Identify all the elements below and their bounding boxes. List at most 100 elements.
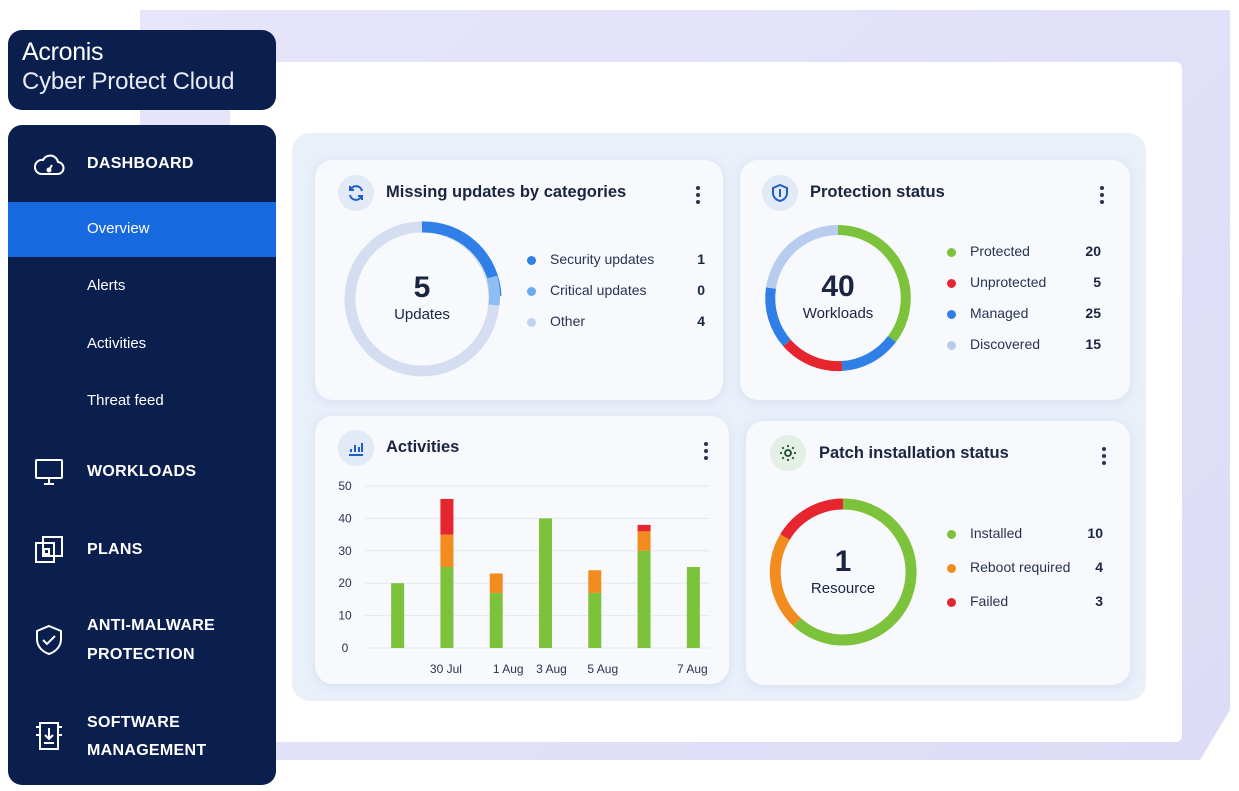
legend-label: Failed xyxy=(970,593,1009,609)
y-tick-label: 50 xyxy=(338,479,352,493)
bar-segment xyxy=(637,531,651,551)
y-tick-label: 0 xyxy=(342,641,349,655)
legend-value: 5 xyxy=(1093,274,1101,290)
missing-updates-donut xyxy=(344,221,502,377)
sidebar-sub-label: Activities xyxy=(87,335,147,352)
more-menu-icon[interactable] xyxy=(1099,445,1109,465)
legend-item: Failed 3 xyxy=(947,592,1109,612)
bar-segment xyxy=(539,518,552,648)
shield-icon xyxy=(32,623,66,657)
legend-value: 15 xyxy=(1085,336,1101,352)
sidebar-sub-label: Alerts xyxy=(87,277,126,294)
activities-bar-chart: 0 10 20 30 40 50 30 Jul 1 Aug 3 Aug 5 Aug 7 Aug xyxy=(338,479,710,676)
bar-segment xyxy=(489,573,503,593)
sidebar-label: ANTI-MALWARE xyxy=(87,617,216,634)
legend-value: 4 xyxy=(1095,559,1103,575)
legend-dot xyxy=(527,287,536,296)
legend-item: Managed 25 xyxy=(947,304,1107,324)
sidebar-item-overview[interactable]: Overview xyxy=(8,202,276,257)
patch-total: 1 xyxy=(834,545,852,578)
gear-icon xyxy=(770,435,806,471)
legend-label: Discovered xyxy=(970,336,1041,352)
legend-dot xyxy=(947,310,956,319)
legend-label: Critical updates xyxy=(550,282,647,298)
legend-value: 1 xyxy=(697,251,705,267)
monitor-icon xyxy=(32,455,66,489)
legend-dot xyxy=(947,564,956,573)
legend-item: Other 4 xyxy=(527,312,705,332)
legend-item: Security updates 1 xyxy=(527,250,705,270)
sidebar-item-software-management[interactable]: SOFTWARE MANAGEMENT xyxy=(8,709,276,769)
card-title: Patch installation status xyxy=(819,444,1009,462)
refresh-icon xyxy=(338,175,374,211)
sidebar-item-threat-feed[interactable]: Threat feed xyxy=(8,374,276,429)
legend-dot xyxy=(947,341,956,350)
sidebar-item-anti-malware[interactable]: ANTI-MALWARE PROTECTION xyxy=(8,611,276,671)
bar-segment xyxy=(391,583,405,648)
sidebar: DASHBOARD Overview Alerts Activities Thr… xyxy=(8,125,276,785)
protection-status-card: Protection status 40 Workloads Protected… xyxy=(740,160,1130,400)
missing-updates-center: 5 Updates xyxy=(362,271,482,324)
legend-value: 3 xyxy=(1095,593,1103,609)
sidebar-label: PROTECTION xyxy=(87,646,195,663)
more-menu-icon[interactable] xyxy=(693,184,703,204)
bar-segment xyxy=(637,524,651,532)
more-menu-icon[interactable] xyxy=(1097,184,1107,204)
bar-segment xyxy=(489,592,503,648)
cloud-icon xyxy=(32,148,66,182)
legend-dot xyxy=(947,530,956,539)
activities-card: Activities 0 10 20 30 40 50 30 Jul 1 Aug 3 Aug 5 … xyxy=(315,416,729,684)
x-tick-label: 1 Aug xyxy=(493,662,524,676)
brand-name: Acronis xyxy=(22,38,104,66)
bar-segment xyxy=(440,534,454,567)
legend-value: 0 xyxy=(697,282,705,298)
legend-item: Critical updates 0 xyxy=(527,281,705,301)
y-tick-label: 30 xyxy=(338,544,352,558)
sidebar-item-dashboard[interactable]: DASHBOARD xyxy=(8,146,276,182)
bar-segment xyxy=(440,567,454,648)
legend-dot xyxy=(947,598,956,607)
patch-total-label: Resource xyxy=(810,580,876,597)
legend-dot xyxy=(947,279,956,288)
bar-segment xyxy=(686,567,700,648)
y-tick-label: 10 xyxy=(338,609,352,623)
sidebar-label: MANAGEMENT xyxy=(87,742,207,759)
legend-item: Installed 10 xyxy=(947,524,1109,544)
x-tick-label: 30 Jul xyxy=(430,662,462,676)
software-download-icon xyxy=(32,719,66,753)
legend-item: Protected 20 xyxy=(947,242,1107,262)
legend-label: Unprotected xyxy=(970,274,1047,290)
sidebar-label: SOFTWARE xyxy=(87,714,181,731)
sidebar-item-plans[interactable]: PLANS xyxy=(8,533,276,569)
legend-label: Managed xyxy=(970,305,1029,321)
shield-icon xyxy=(762,175,798,211)
bar-segment xyxy=(637,550,651,648)
more-menu-icon[interactable] xyxy=(701,440,711,460)
legend-label: Security updates xyxy=(550,251,655,267)
legend-value: 10 xyxy=(1087,525,1103,541)
y-tick-label: 20 xyxy=(338,576,352,590)
plans-icon xyxy=(32,533,66,567)
patch-donut xyxy=(769,498,917,646)
bar-chart-icon xyxy=(338,430,374,466)
card-title: Protection status xyxy=(810,183,945,201)
legend-dot xyxy=(527,318,536,327)
sidebar-item-workloads[interactable]: WORKLOADS xyxy=(8,455,276,491)
legend-label: Reboot required xyxy=(970,559,1071,575)
missing-updates-total-label: Updates xyxy=(394,306,450,323)
sidebar-label: WORKLOADS xyxy=(87,463,197,480)
sidebar-label: DASHBOARD xyxy=(87,155,194,172)
sidebar-item-activities[interactable]: Activities xyxy=(8,317,276,372)
bar-segment xyxy=(588,592,602,648)
sidebar-item-alerts[interactable]: Alerts xyxy=(8,259,276,314)
legend-item: Discovered 15 xyxy=(947,335,1107,355)
protection-total-label: Workloads xyxy=(802,305,874,322)
missing-updates-total: 5 xyxy=(413,271,431,304)
sidebar-sub-label: Overview xyxy=(87,220,150,237)
sidebar-label: PLANS xyxy=(87,541,143,558)
protection-center: 40 Workloads xyxy=(778,271,898,323)
x-tick-label: 3 Aug xyxy=(536,662,567,676)
legend-value: 4 xyxy=(697,313,705,329)
card-title: Missing updates by categories xyxy=(386,183,627,201)
brand-logo: Acronis Cyber Protect Cloud xyxy=(8,30,276,110)
